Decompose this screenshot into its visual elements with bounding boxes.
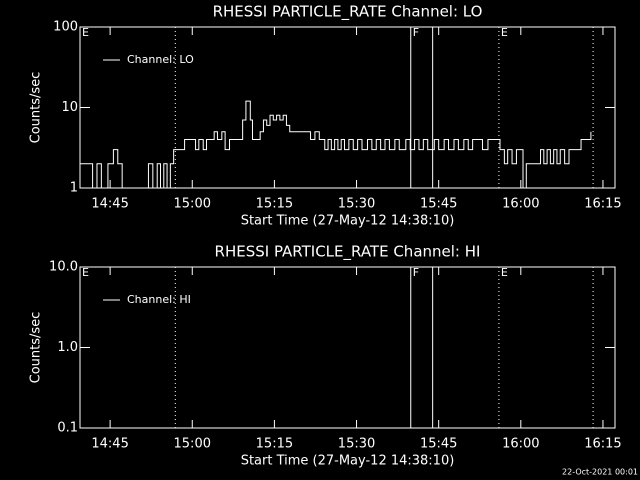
x-tick-label: 16:00 — [502, 197, 539, 212]
marker-label: E — [82, 26, 89, 39]
x-tick-label: 16:15 — [584, 437, 621, 452]
x-tick-label: 16:00 — [502, 437, 539, 452]
y-tick-label: 1.0 — [57, 340, 78, 355]
x-tick-label: 14:45 — [91, 437, 128, 452]
y-tick-label: 10 — [61, 100, 78, 115]
y-tick-label: 10.0 — [49, 260, 78, 275]
legend-label: Channel: HI — [127, 293, 191, 306]
x-tick-label: 15:00 — [174, 437, 211, 452]
marker-label: F — [413, 26, 419, 39]
y-tick-label: 0.1 — [57, 421, 78, 436]
x-tick-label: 15:00 — [174, 197, 211, 212]
x-axis-label: Start Time (27-May-12 14:38:10) — [241, 454, 455, 469]
x-tick-label: 15:30 — [338, 437, 375, 452]
marker-label: F — [413, 266, 419, 279]
x-tick-label: 15:45 — [420, 437, 457, 452]
marker-label: E — [501, 26, 508, 39]
x-tick-label: 15:15 — [256, 437, 293, 452]
x-tick-label: 15:30 — [338, 197, 375, 212]
x-tick-label: 16:15 — [584, 197, 621, 212]
y-axis-label: Counts/sec — [29, 312, 44, 384]
chart-title: RHESSI PARTICLE_RATE Channel: LO — [213, 3, 483, 22]
data-line — [80, 100, 592, 188]
x-tick-label: 14:45 — [91, 197, 128, 212]
x-tick-label: 15:45 — [420, 197, 457, 212]
marker-label: E — [501, 266, 508, 279]
x-axis-label: Start Time (27-May-12 14:38:10) — [241, 214, 455, 229]
y-axis-label: Counts/sec — [29, 72, 44, 144]
marker-label: E — [82, 266, 89, 279]
footer-stamp: 22-Oct-2021 00:01 — [562, 468, 638, 477]
y-tick-label: 1 — [70, 181, 78, 196]
legend-label: Channel: LO — [127, 53, 194, 66]
y-tick-label: 100 — [53, 20, 78, 35]
x-tick-label: 15:15 — [256, 197, 293, 212]
plot-frame — [79, 266, 616, 429]
chart-title: RHESSI PARTICLE_RATE Channel: HI — [215, 243, 481, 262]
